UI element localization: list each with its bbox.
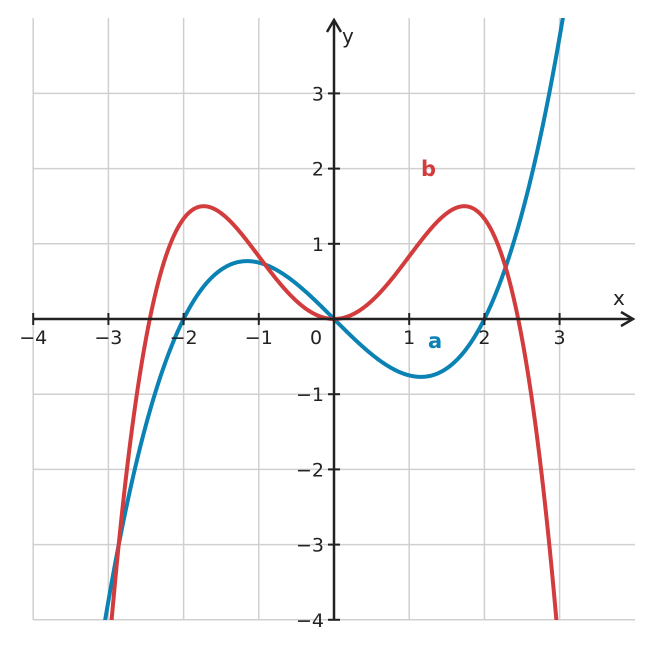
x-tick-label: 1 (403, 327, 415, 349)
x-tick-label: 3 (554, 327, 566, 349)
y-axis-arrow (325, 17, 343, 33)
x-tick-label: −4 (19, 327, 47, 349)
y-tick-label: 1 (312, 234, 324, 256)
axes (32, 17, 636, 621)
x-tick-label: −1 (245, 327, 273, 349)
y-tick-label: −1 (296, 384, 324, 406)
y-axis-label: y (342, 24, 354, 48)
origin-label: 0 (310, 327, 322, 349)
y-tick-label: −2 (296, 459, 324, 481)
x-axis-arrow (620, 310, 636, 328)
x-tick-label: −3 (94, 327, 122, 349)
y-tick-label: 3 (312, 83, 324, 105)
x-axis-label: x (613, 286, 625, 310)
y-tick-label: 2 (312, 159, 324, 181)
series-b-label: b (421, 157, 436, 181)
x-tick-label: −2 (170, 327, 198, 349)
y-tick-label: −3 (296, 535, 324, 557)
x-tick-label: 2 (478, 327, 490, 349)
series-a-label: a (428, 329, 442, 353)
tick-labels: −4 −3 −2 −1 1 2 3 −4 −3 −2 −1 1 2 3 (19, 83, 565, 631)
y-tick-label: −4 (296, 610, 324, 632)
